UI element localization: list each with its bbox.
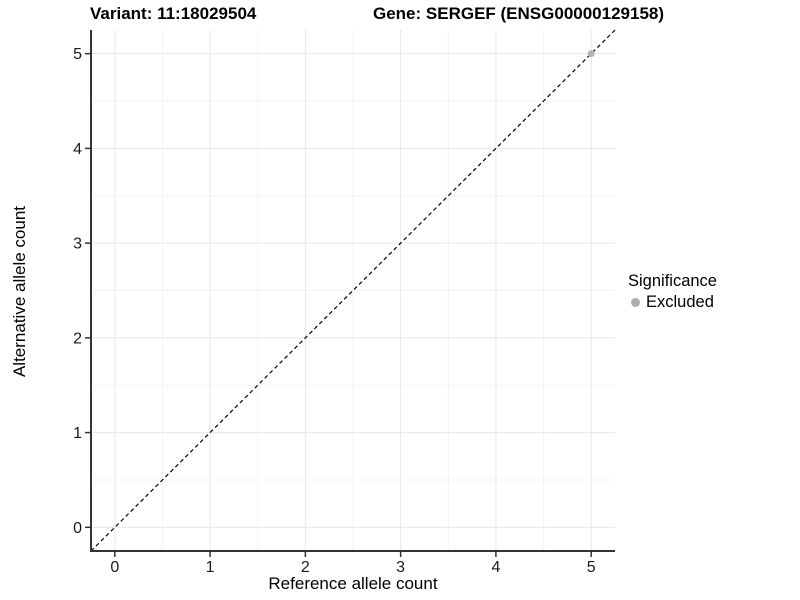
x-tick-label: 2 <box>301 559 310 576</box>
plot-title-gene: Gene: SERGEF (ENSG00000129158) <box>373 4 665 23</box>
y-tick-label: 3 <box>73 236 82 253</box>
x-tick-label: 0 <box>110 559 119 576</box>
x-tick-label: 5 <box>587 559 596 576</box>
plot-title-variant: Variant: 11:18029504 <box>90 4 257 23</box>
legend-title: Significance <box>628 272 717 290</box>
y-tick-label: 0 <box>73 520 82 537</box>
y-tick-label: 5 <box>73 46 82 63</box>
y-axis-title: Alternative allele count <box>10 205 29 378</box>
data-point <box>587 50 595 58</box>
legend: Significance Excluded <box>628 272 717 312</box>
x-tick-label: 3 <box>396 559 405 576</box>
legend-point-icon <box>631 298 640 307</box>
x-tick-label: 1 <box>206 559 215 576</box>
x-tick-label: 4 <box>491 559 500 576</box>
legend-entry-label: Excluded <box>646 293 714 311</box>
y-tick-label: 4 <box>73 141 82 158</box>
x-axis-title: Reference allele count <box>268 574 438 593</box>
y-tick-label: 2 <box>73 330 82 347</box>
legend-entry-excluded: Excluded <box>631 293 717 312</box>
y-tick-label: 1 <box>73 425 82 442</box>
